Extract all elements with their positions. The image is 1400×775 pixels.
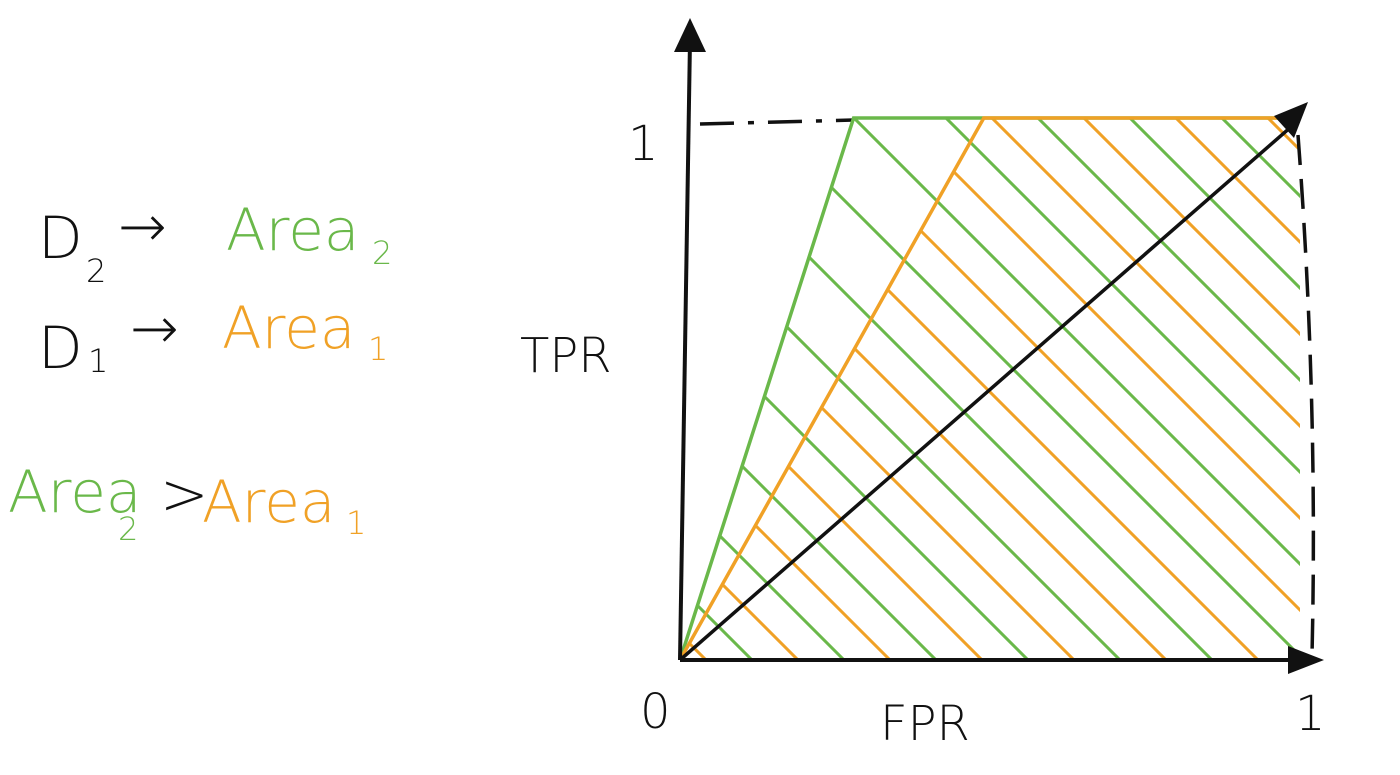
area1-label: Area — [222, 294, 355, 362]
area2-hatch-line — [680, 118, 1142, 660]
area2-label: Area — [226, 196, 359, 264]
x-axis-label: FPR — [880, 696, 970, 752]
area1-hatch-line — [680, 118, 728, 660]
right-dashed-line — [1296, 134, 1316, 656]
area1-hatch-line — [680, 118, 1188, 660]
legend-d1-row: D 1 → Area 1 — [38, 294, 388, 382]
d2-label: D — [38, 204, 83, 272]
area2-hatch-line — [832, 118, 1300, 660]
comparison-operator: > — [160, 460, 209, 528]
area1-hatch-line — [786, 118, 1300, 660]
area1-hatch-line — [878, 118, 1300, 660]
area2-hatch-line — [740, 118, 1300, 660]
y-axis-arrowhead — [674, 18, 706, 52]
origin-label: 0 — [640, 684, 671, 740]
area1-hatch-line — [1340, 98, 1400, 680]
area1-hatch-line — [0, 98, 542, 680]
area2-hatch-line — [1108, 118, 1300, 660]
d1-subscript: 1 — [88, 342, 108, 380]
area1-hatch-line — [1154, 118, 1300, 660]
area1-hatch-line — [680, 118, 1004, 660]
y-axis-label: TPR — [520, 328, 612, 384]
area1-hatch-line — [694, 118, 1280, 660]
area1-hatch-line — [680, 118, 912, 660]
d1-roc-curve — [678, 116, 1300, 661]
comparison-left: Area — [8, 458, 141, 526]
comparison-row: Area 2 > Area 1 — [8, 458, 366, 548]
comparison-left-subscript: 2 — [118, 510, 138, 548]
area1-hatch-line — [52, 98, 634, 680]
area1-hatch-line — [1062, 118, 1300, 660]
top-dashed-line — [699, 118, 854, 126]
diagonal-arrowhead — [1274, 102, 1308, 138]
area1-hatch-line — [970, 118, 1300, 660]
d1-label: D — [38, 314, 83, 382]
d1-arrow: → — [130, 294, 179, 362]
legend-d2-row: D 2 → Area 2 — [38, 192, 392, 290]
area1-hatch-line — [680, 118, 1096, 660]
area2-hatch-line — [1292, 118, 1300, 660]
diagonal-line — [678, 124, 1294, 662]
area2-hatch-line — [680, 118, 958, 660]
area2-hatch-line — [1200, 118, 1300, 660]
area2-hatching — [6, 98, 1300, 680]
x-axis-arrowhead — [1288, 646, 1324, 674]
area2-subscript: 2 — [372, 234, 392, 272]
area2-hatch-line — [1016, 118, 1300, 660]
area2-hatch-line — [680, 118, 866, 660]
area1-hatch-line — [680, 118, 820, 660]
area2-hatch-line — [680, 118, 1234, 660]
comparison-right-subscript: 1 — [346, 504, 366, 542]
d2-subscript: 2 — [86, 252, 106, 290]
comparison-right: Area — [202, 468, 335, 536]
area1-subscript: 1 — [368, 330, 388, 368]
area2-hatch-line — [680, 118, 682, 660]
area2-hatch-line — [6, 98, 588, 680]
area2-hatch-line — [924, 118, 1300, 660]
y-max-label: 1 — [628, 116, 659, 172]
d2-arrow: → — [118, 192, 167, 260]
y-axis — [678, 39, 692, 661]
area1-hatch-line — [1246, 118, 1300, 660]
x-max-label: 1 — [1295, 686, 1326, 742]
